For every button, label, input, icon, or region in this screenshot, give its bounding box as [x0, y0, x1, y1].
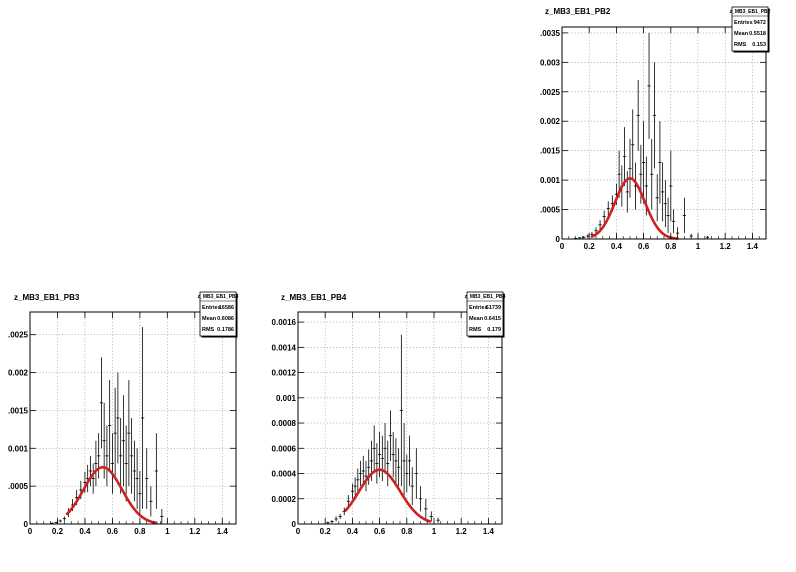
- fit-curve: [590, 177, 679, 240]
- y-tick-label: 0.0006: [272, 444, 297, 453]
- x-tick-label: 1: [432, 527, 437, 536]
- x-tick-label: 0.8: [401, 527, 413, 536]
- y-tick-label: 0.0014: [272, 343, 297, 352]
- x-tick-label: 0.2: [320, 527, 332, 536]
- y-tick-label: 0: [24, 520, 29, 529]
- stats-label: Entries: [469, 305, 488, 311]
- y-tick-label: 0.001: [276, 394, 297, 403]
- chart-title: z_MB3_EB1_PB4: [281, 293, 347, 302]
- stats-label: RMS: [202, 327, 215, 333]
- stats-label: RMS: [734, 42, 747, 48]
- x-tick-label: 0: [296, 527, 301, 536]
- stats-label: Mean: [469, 316, 484, 322]
- stats-value: 16586: [219, 305, 234, 311]
- stats-value: 0.6086: [217, 316, 234, 322]
- y-tick-label: .0015: [8, 406, 29, 415]
- stats-value: 0.6415: [484, 316, 501, 322]
- stats-label: Mean: [734, 31, 749, 37]
- y-tick-label: .0015: [540, 147, 561, 156]
- x-tick-label: 0: [560, 242, 565, 251]
- x-tick-label: 1.4: [217, 527, 229, 536]
- stats-value: 9472: [754, 20, 766, 26]
- stats-value: 0.1786: [217, 327, 234, 333]
- x-tick-label: 0.8: [665, 242, 677, 251]
- panel-pb4: z_MB3_EB1_PB4 0 0.2 0.4 0.6 0.8 1 1.2 1.4 0 0.0002…: [272, 291, 506, 536]
- y-tick-label: .0025: [8, 331, 29, 340]
- x-tick-label: 0.4: [79, 527, 91, 536]
- y-tick-label: 0.0016: [272, 318, 297, 327]
- y-tick-label: .0005: [540, 206, 561, 215]
- y-tick-label: 0.003: [540, 58, 561, 67]
- y-tick-label: 0.001: [8, 444, 29, 453]
- chart-title: z_MB3_EB1_PB3: [14, 293, 80, 302]
- x-tick-label: 1.4: [483, 527, 495, 536]
- stats-label: Entries: [734, 20, 753, 26]
- stats-value: 0.179: [487, 327, 501, 333]
- stats-label: Mean: [202, 316, 217, 322]
- panel-pb3: z_MB3_EB1_PB3 0 0.2 0.4 0.6 0.8 1 1.2 1.4 0 .0005 0…: [8, 291, 239, 536]
- plot-area: [30, 312, 236, 524]
- x-tick-label: 0.4: [347, 527, 359, 536]
- stats-label: Entries: [202, 305, 221, 311]
- x-tick-label: 0.2: [584, 242, 596, 251]
- y-tick-label: 0: [292, 520, 297, 529]
- y-tick-label: 0.0008: [272, 419, 297, 428]
- y-tick-label: 0: [556, 235, 561, 244]
- x-tick-label: 0.8: [134, 527, 146, 536]
- y-tick-label: 0.0004: [272, 470, 297, 479]
- stats-value: 0.153: [752, 42, 766, 48]
- x-tick-label: 0.2: [52, 527, 64, 536]
- stats-box-name: z_MB3_EB1_PB3: [198, 294, 239, 300]
- x-tick-label: 0.6: [107, 527, 119, 536]
- stats-label: RMS: [469, 327, 482, 333]
- x-tick-label: 0: [28, 527, 33, 536]
- y-tick-label: 0.0012: [272, 369, 297, 378]
- x-tick-label: 0.4: [611, 242, 623, 251]
- y-tick-label: 0.0002: [272, 495, 297, 504]
- x-tick-label: 1: [165, 527, 170, 536]
- fit-curve: [344, 468, 432, 523]
- stats-value: 0.5518: [749, 31, 766, 37]
- y-tick-label: 0.002: [8, 369, 29, 378]
- y-tick-label: .0005: [8, 482, 29, 491]
- stats-box-name: z_MB3_EB1_PB2: [730, 9, 771, 15]
- x-tick-label: 0.6: [374, 527, 386, 536]
- x-tick-label: 1.2: [456, 527, 468, 536]
- y-tick-label: .0035: [540, 29, 561, 38]
- y-tick-label: 0.002: [540, 117, 561, 126]
- stats-box: [731, 6, 769, 52]
- stats-box-name: z_MB3_EB1_PB4: [465, 294, 506, 300]
- stats-value: 61739: [486, 305, 501, 311]
- y-tick-label: 0.001: [540, 176, 561, 185]
- panel-pb2: z_MB3_EB1_PB2 0 0.2 0.4 0.6 0.8 1 1.2 1.4 0 .0005 0…: [540, 6, 771, 251]
- x-tick-label: 0.6: [638, 242, 650, 251]
- stats-box: [199, 291, 237, 337]
- chart-title: z_MB3_EB1_PB2: [545, 7, 611, 16]
- x-tick-label: 1.4: [747, 242, 759, 251]
- y-tick-label: .0025: [540, 88, 561, 97]
- stats-box: [466, 291, 504, 337]
- x-tick-label: 1: [696, 242, 701, 251]
- x-tick-label: 1.2: [189, 527, 201, 536]
- x-tick-label: 1.2: [720, 242, 732, 251]
- fit-curve: [65, 465, 158, 525]
- plot-area: [562, 27, 766, 239]
